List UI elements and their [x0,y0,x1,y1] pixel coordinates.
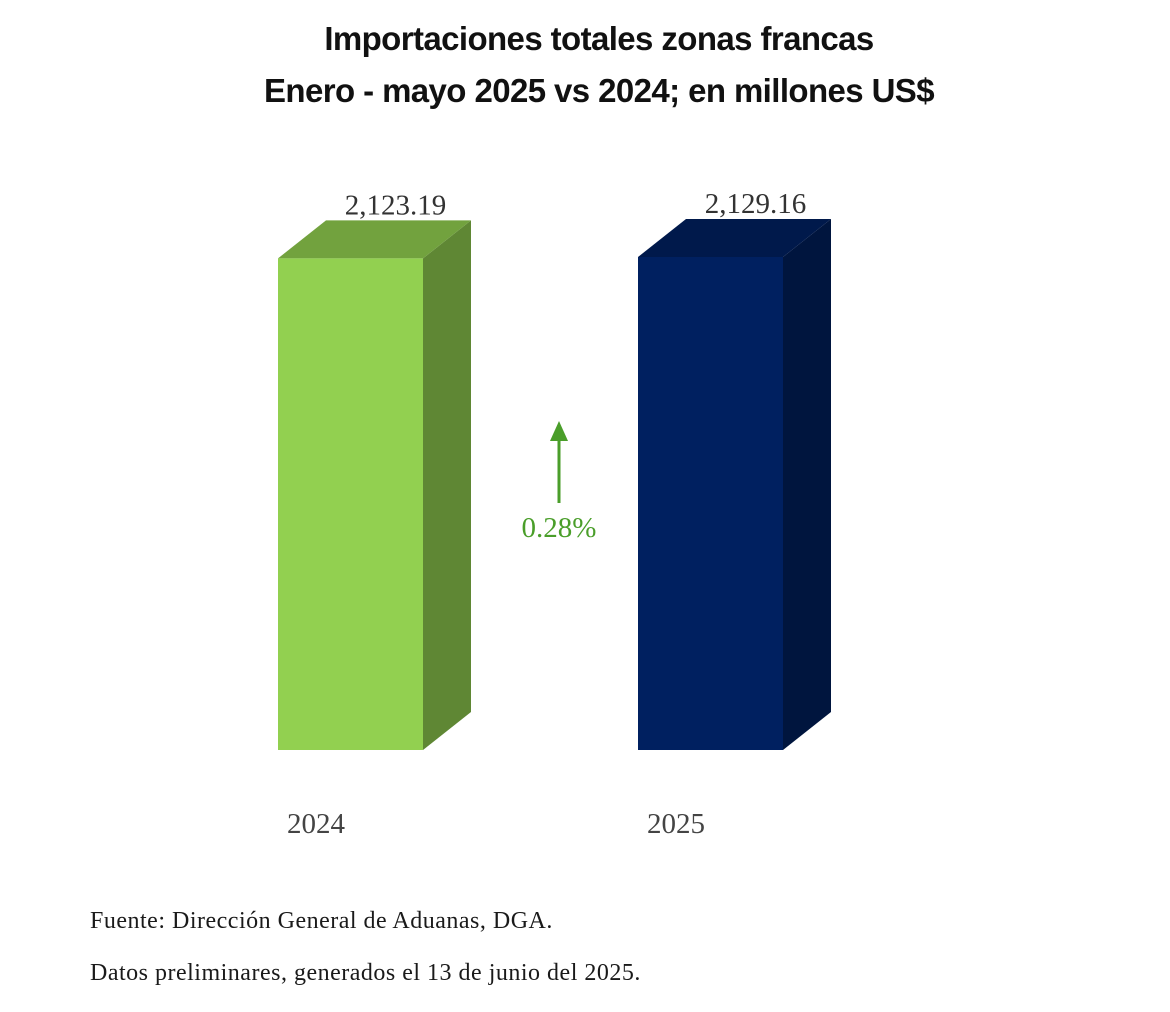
chart-title: Importaciones totales zonas francas [324,20,874,57]
bar-front-face [638,257,783,750]
data-label-2024: 2,123.19 [345,189,447,221]
arrow-up-icon [550,421,568,503]
growth-annotation: 0.28% [522,512,597,544]
data-note: Datos preliminares, generados el 13 de j… [90,960,641,986]
bar-2024 [278,220,471,751]
tick-label-2024: 2024 [287,808,346,840]
bar-side-face [783,219,831,750]
bar-side-face [423,220,471,751]
bar-front-face [278,258,423,750]
tick-label-2025: 2025 [647,808,705,840]
chart-subtitle: Enero - mayo 2025 vs 2024; en millones U… [264,72,935,109]
arrow-head [550,421,568,441]
bar-top-face [278,220,471,259]
data-label-2025: 2,129.16 [705,188,807,220]
source-note: Fuente: Dirección General de Aduanas, DG… [90,908,553,934]
bar-2025 [638,219,831,750]
bar-top-face [638,219,831,257]
